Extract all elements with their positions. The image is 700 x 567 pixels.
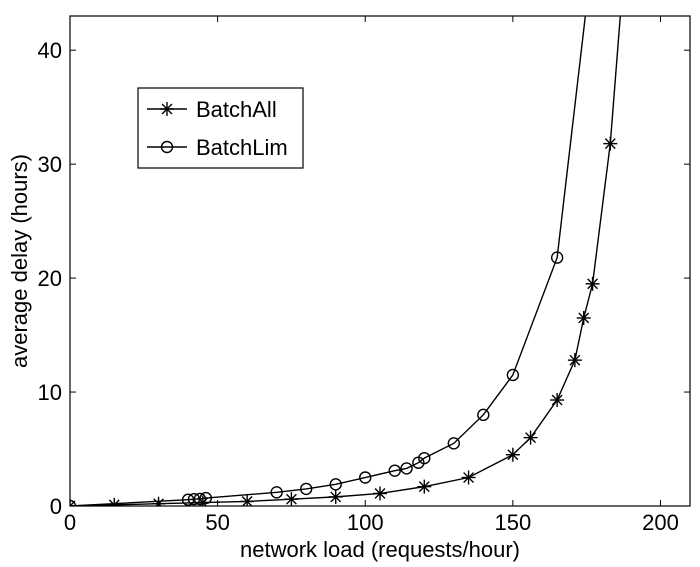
data-point-circle [418,451,431,465]
series-batchlim [70,16,587,506]
legend: BatchAll BatchLim [137,87,304,169]
data-point-asterisk [461,470,476,485]
x-tick-label: 150 [494,510,531,535]
data-point-circle [447,437,461,450]
legend-marker-circle [160,140,174,154]
legend-label: BatchAll [196,97,277,122]
data-point-asterisk [523,430,538,445]
data-point-asterisk [550,393,565,408]
x-axis-ticks: 0 50 100 150 200 [64,16,679,535]
x-tick-label: 200 [642,510,679,535]
data-point-asterisk [240,494,255,506]
data-point-circle [359,471,372,484]
data-point-circle [187,492,201,506]
data-point-circle [199,491,213,505]
y-tick-label: 40 [38,38,62,63]
data-point-circle [270,486,283,499]
y-axis-label: average delay (hours) [7,154,32,368]
series-line [70,16,622,506]
data-point-circle [400,462,413,475]
y-tick-label: 20 [38,266,62,291]
data-point-circle [388,464,401,477]
legend-entry: BatchAll [147,97,277,122]
series-batchall [70,16,622,506]
x-axis-label: network load (requests/hour) [240,537,520,562]
y-tick-label: 10 [38,380,62,405]
y-tick-label: 30 [38,152,62,177]
data-point-circle [181,493,195,506]
data-point-asterisk [567,353,582,368]
data-point-asterisk [373,486,387,501]
data-point-circle [477,408,490,422]
data-point-asterisk [603,136,618,151]
x-tick-label: 0 [64,510,76,535]
data-point-asterisk [70,499,77,506]
y-tick-label: 0 [50,494,62,519]
plot-area [70,16,622,506]
data-point-asterisk [505,447,520,462]
y-axis-ticks: 0 10 20 30 40 [38,38,690,519]
data-point-asterisk [151,496,166,506]
data-point-asterisk [284,492,299,506]
data-point-circle [299,482,313,496]
legend-entry: BatchLim [147,135,288,160]
data-point-asterisk [576,310,591,325]
x-tick-label: 100 [347,510,384,535]
legend-box [137,87,304,169]
data-point-asterisk [417,479,432,494]
data-point-circle [506,368,520,382]
axes-box [69,15,691,507]
data-point-asterisk [585,276,600,291]
data-point-circle [329,478,342,491]
data-point-asterisk [107,497,122,506]
legend-label: BatchLim [196,135,288,160]
x-tick-label: 50 [205,510,229,535]
data-point-circle [193,492,207,506]
data-point-asterisk [328,489,343,504]
legend-marker-asterisk [160,102,174,116]
plot-frame [69,15,691,507]
data-point-circle [550,251,564,264]
series-line [70,16,587,506]
